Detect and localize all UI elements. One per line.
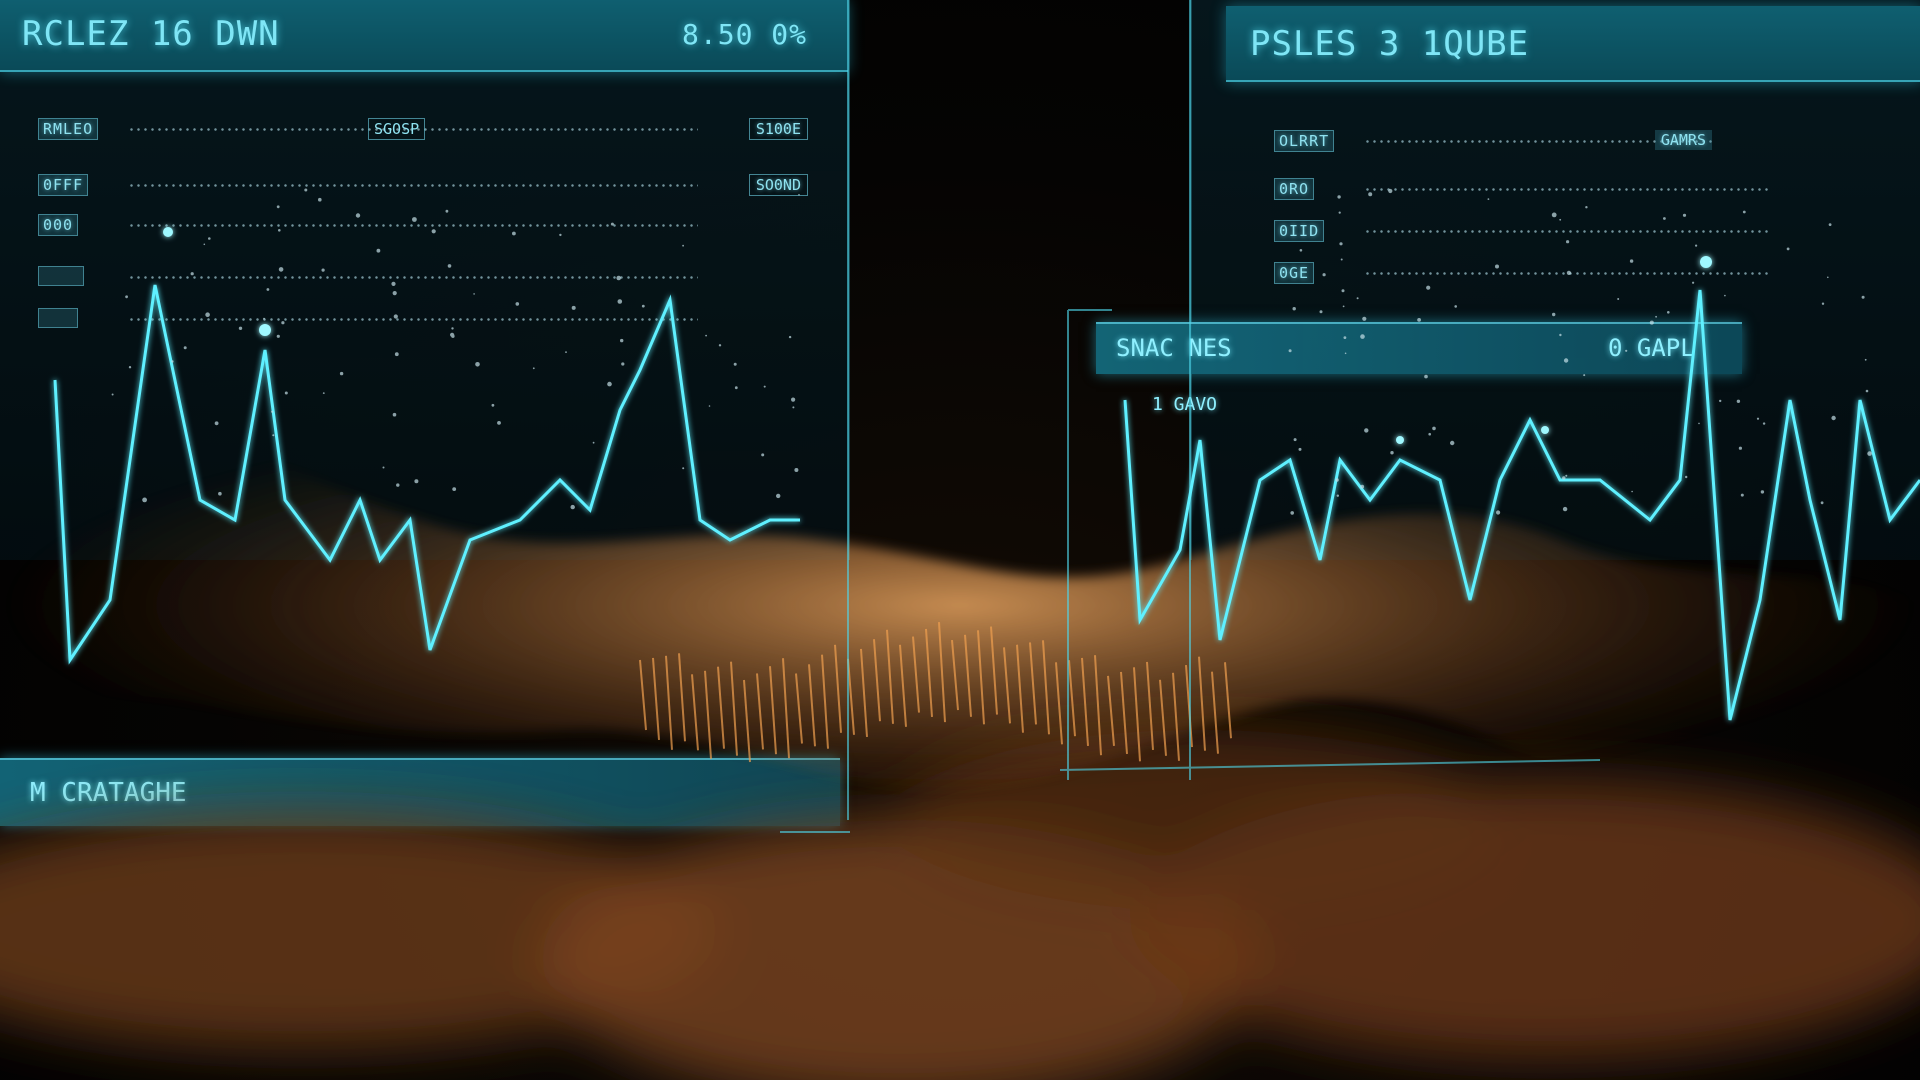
row-label: OLRRT — [1274, 130, 1335, 152]
row-label: 0RO — [1274, 178, 1315, 200]
left-row-1[interactable]: RMLEO SGOSP S100E — [38, 118, 808, 140]
row-dotted-leader — [128, 128, 698, 131]
guide-lines — [780, 0, 1601, 833]
row-dotted-leader — [1364, 230, 1772, 233]
right-row-3[interactable]: 0IID — [1274, 220, 1882, 242]
left-panel-header-value: 8.50 0% — [682, 18, 808, 51]
overlay-label: SNAC NES — [1116, 334, 1232, 362]
overlay-sub-label: 1 GAVO — [1152, 394, 1218, 415]
row-label: 0IID — [1274, 220, 1325, 242]
signal-overlay-bar[interactable]: SNAC NES 0 GAPL — [1096, 322, 1742, 374]
overlay-value: 0 GAPL — [1608, 334, 1695, 362]
row-value: GAMRS — [1654, 130, 1712, 150]
right-panel-header: PSLES 3 1QUBE — [1226, 6, 1920, 82]
left-footer-bar[interactable]: M CRATAGHE — [0, 758, 840, 826]
particle-terrain — [0, 397, 1920, 814]
left-panel-header: RCLEZ 16 DWN 8.50 0% — [0, 0, 848, 72]
row-dotted-leader — [128, 276, 698, 279]
row-dotted-leader — [1364, 188, 1772, 191]
left-row-3[interactable]: 000 — [38, 214, 808, 236]
left-panel-title: RCLEZ 16 DWN — [22, 14, 280, 54]
trace-nodes — [163, 227, 1712, 444]
row-dotted-leader — [128, 184, 698, 187]
left-row-4[interactable] — [38, 266, 808, 288]
row-label: 0GE — [1274, 262, 1315, 284]
row-value: SO0ND — [748, 174, 808, 196]
left-row-2[interactable]: 0FFF SO0ND — [38, 174, 808, 196]
trace-left — [53, 284, 800, 665]
left-row-5[interactable] — [38, 308, 808, 330]
data-specks — [111, 188, 1872, 515]
row-dotted-leader — [128, 318, 698, 321]
right-panel-title: PSLES 3 1QUBE — [1250, 24, 1530, 64]
footer-label: M CRATAGHE — [30, 778, 187, 808]
row-label: RMLEO — [38, 118, 99, 140]
row-label: 0FFF — [38, 174, 89, 196]
right-row-2[interactable]: 0RO — [1274, 178, 1882, 200]
row-value: S100E — [748, 118, 808, 140]
row-mid-value: SGOSP — [368, 118, 426, 140]
row-label-block — [38, 308, 78, 328]
row-label: 000 — [38, 214, 79, 236]
signal-traces — [53, 284, 1920, 721]
row-dotted-leader — [128, 224, 698, 227]
row-dotted-leader — [1364, 140, 1712, 143]
row-label-block — [38, 266, 84, 286]
right-row-1[interactable]: OLRRT GAMRS — [1274, 130, 1882, 152]
trace-right — [1123, 289, 1920, 721]
